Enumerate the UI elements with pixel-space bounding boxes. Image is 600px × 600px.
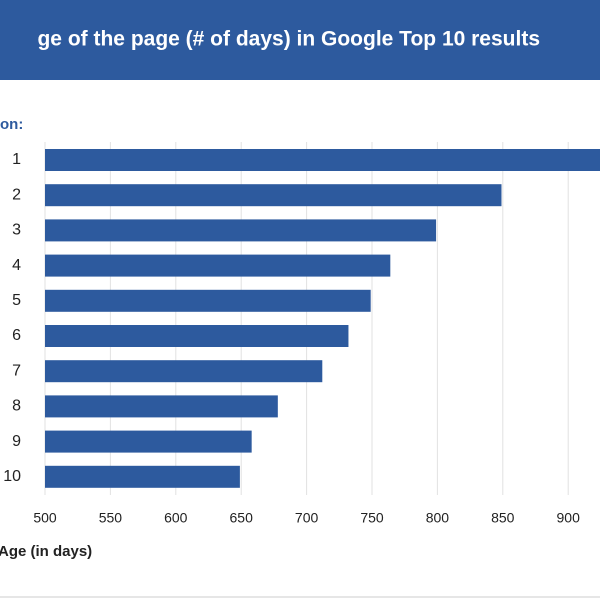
y-tick-label: 5 (12, 292, 21, 309)
bar (45, 184, 502, 207)
x-tick-label: 900 (557, 510, 581, 526)
chart-title: ge of the page (# of days) in Google Top… (37, 28, 540, 51)
bar (45, 149, 600, 171)
bar (45, 254, 391, 277)
y-tick-label: 9 (12, 433, 21, 450)
y-tick-label: 6 (12, 327, 21, 344)
bar (45, 360, 323, 383)
x-tick-label: 850 (491, 510, 515, 526)
y-tick-label: 1 (12, 151, 21, 168)
x-tick-label: 500 (33, 510, 57, 526)
bar (45, 325, 349, 347)
y-tick-label: 2 (12, 186, 21, 203)
y-axis-label: on: (0, 116, 23, 133)
y-tick-label: 8 (12, 398, 21, 415)
x-tick-label: 800 (426, 510, 450, 526)
y-tick-label: 10 (3, 468, 21, 485)
bar (45, 465, 240, 488)
x-tick-label: 750 (360, 510, 384, 526)
x-tick-label: 700 (295, 510, 319, 526)
y-tick-label: 3 (12, 222, 21, 239)
x-tick-label: 550 (99, 510, 123, 526)
y-tick-label: 7 (12, 362, 21, 379)
bar (45, 430, 252, 453)
bar (45, 219, 437, 242)
title-banner (0, 0, 600, 80)
x-tick-label: 600 (164, 510, 188, 526)
x-axis-label: Age (in days) (0, 543, 92, 560)
bar (45, 289, 371, 312)
bar (45, 395, 278, 418)
x-tick-label: 650 (230, 510, 254, 526)
y-tick-label: 4 (12, 257, 21, 274)
